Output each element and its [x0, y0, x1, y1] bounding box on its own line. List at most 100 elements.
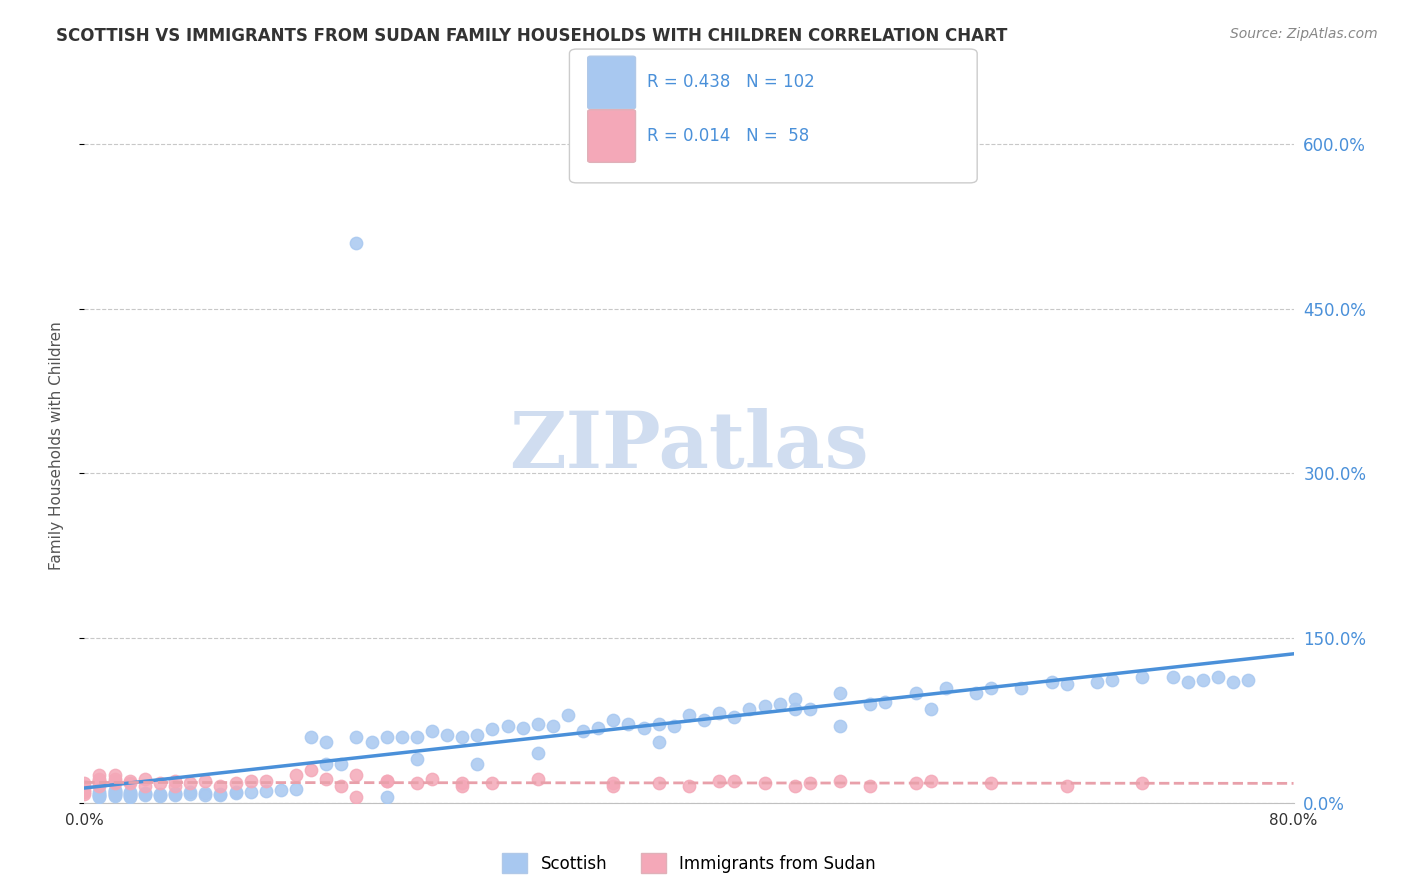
- Point: [481, 723, 503, 737]
- Point: [783, 702, 806, 716]
- Point: [270, 782, 292, 797]
- Point: [285, 781, 308, 796]
- Point: [1085, 675, 1108, 690]
- Point: [920, 773, 942, 788]
- Point: [980, 776, 1002, 790]
- Point: [496, 719, 519, 733]
- Point: [315, 735, 337, 749]
- Point: [194, 788, 217, 802]
- Point: [527, 747, 550, 761]
- Point: [602, 714, 624, 728]
- Point: [225, 786, 247, 800]
- Point: [104, 787, 127, 801]
- Point: [1177, 675, 1199, 690]
- Point: [1161, 669, 1184, 683]
- Point: [330, 780, 353, 794]
- Point: [89, 787, 111, 801]
- Point: [118, 786, 141, 800]
- Point: [420, 772, 443, 786]
- Point: [709, 706, 731, 720]
- Point: [104, 776, 127, 790]
- Point: [527, 716, 550, 731]
- Point: [239, 785, 262, 799]
- Text: SCOTTISH VS IMMIGRANTS FROM SUDAN FAMILY HOUSEHOLDS WITH CHILDREN CORRELATION CH: SCOTTISH VS IMMIGRANTS FROM SUDAN FAMILY…: [56, 27, 1008, 45]
- Point: [315, 772, 337, 786]
- Point: [89, 772, 111, 786]
- Point: [406, 752, 429, 766]
- Point: [830, 773, 852, 788]
- Point: [1056, 677, 1078, 691]
- Point: [299, 763, 322, 777]
- Point: [89, 768, 111, 782]
- Point: [225, 785, 247, 799]
- Point: [209, 788, 232, 802]
- Point: [104, 788, 127, 802]
- Point: [165, 780, 187, 794]
- Point: [165, 787, 187, 801]
- Point: [512, 721, 534, 735]
- Point: [254, 783, 277, 797]
- Text: R = 0.438   N = 102: R = 0.438 N = 102: [647, 73, 814, 91]
- Point: [330, 757, 353, 772]
- Point: [602, 780, 624, 794]
- Point: [1130, 776, 1153, 790]
- Point: [375, 790, 398, 805]
- Point: [179, 785, 201, 799]
- Point: [179, 787, 201, 801]
- Point: [648, 776, 671, 790]
- Point: [118, 790, 141, 805]
- Text: R = 0.014   N =  58: R = 0.014 N = 58: [647, 127, 808, 145]
- Legend: Scottish, Immigrants from Sudan: Scottish, Immigrants from Sudan: [496, 847, 882, 880]
- Point: [134, 786, 156, 800]
- Point: [104, 768, 127, 782]
- Point: [1237, 673, 1260, 687]
- Point: [118, 785, 141, 799]
- Point: [1011, 681, 1033, 695]
- Point: [104, 785, 127, 799]
- Point: [662, 719, 685, 733]
- Point: [165, 786, 187, 800]
- Point: [617, 716, 640, 731]
- Point: [209, 787, 232, 801]
- Point: [391, 730, 413, 744]
- Point: [723, 773, 745, 788]
- Point: [904, 776, 927, 790]
- Point: [678, 708, 700, 723]
- Point: [346, 235, 368, 250]
- Point: [360, 735, 382, 749]
- Point: [1206, 669, 1229, 683]
- Point: [89, 788, 111, 802]
- Point: [118, 789, 141, 804]
- Point: [920, 702, 942, 716]
- Point: [935, 681, 957, 695]
- Point: [467, 728, 489, 742]
- Point: [346, 790, 368, 805]
- Point: [723, 710, 745, 724]
- Point: [73, 780, 96, 794]
- Point: [769, 697, 792, 711]
- Point: [149, 788, 172, 802]
- Point: [118, 788, 141, 802]
- Point: [73, 782, 96, 797]
- Point: [738, 702, 761, 716]
- Point: [693, 714, 716, 728]
- Point: [451, 780, 474, 794]
- Point: [165, 773, 187, 788]
- Point: [254, 773, 277, 788]
- Point: [648, 716, 671, 731]
- Point: [557, 708, 579, 723]
- Point: [89, 780, 111, 794]
- Y-axis label: Family Households with Children: Family Households with Children: [49, 322, 63, 570]
- Text: Source: ZipAtlas.com: Source: ZipAtlas.com: [1230, 27, 1378, 41]
- Point: [406, 776, 429, 790]
- Point: [1192, 673, 1215, 687]
- Point: [165, 788, 187, 802]
- Point: [783, 691, 806, 706]
- Point: [73, 787, 96, 801]
- Point: [104, 789, 127, 804]
- Point: [633, 721, 655, 735]
- Point: [1056, 780, 1078, 794]
- Point: [859, 697, 882, 711]
- Point: [315, 757, 337, 772]
- Point: [149, 776, 172, 790]
